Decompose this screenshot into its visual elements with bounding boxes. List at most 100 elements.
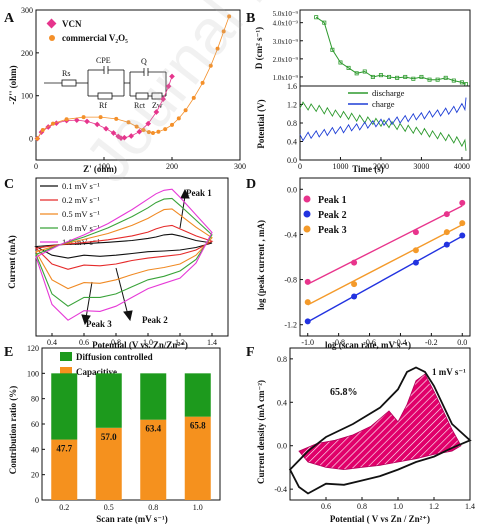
panel-b-top-point [411, 76, 416, 81]
panel-letter-a: A [4, 11, 15, 26]
panel-b-legend-discharge: discharge [372, 88, 405, 98]
panel-b-top-point [370, 74, 375, 79]
panel-c-legend-2: 0.5 mV s⁻¹ [62, 209, 100, 219]
panel-f-xtick-label-3: 1.2 [429, 502, 439, 511]
panel-f-annotation-rate: 1 mV s⁻¹ [432, 367, 466, 377]
panel-b-bottom-ytick-label-2: 0.8 [287, 119, 297, 128]
panel-e-xlabel: Scan rate (mV s⁻¹) [96, 514, 168, 524]
panel-b-legend-charge: charge [372, 99, 395, 109]
panel-c-xtick-label-1: 0.6 [79, 338, 89, 347]
panel-d-point-2 [412, 247, 419, 254]
circuit-label-rs: Rs [62, 69, 70, 78]
panel-d-point-1 [443, 241, 450, 248]
panel-e-bar-capacitive-3 [184, 416, 211, 500]
panel-b-xtick-label-3: 3000 [413, 162, 429, 171]
panel-d-point-0 [304, 278, 311, 285]
panel-a-point-v2o5 [134, 124, 139, 129]
panel-e-bar-value-2: 63.4 [145, 424, 161, 434]
panel-a: Z' (ohm) -Z'' (ohm) VCN commercial V₂O₅ [8, 18, 167, 174]
panel-c-annotation-peak1: Peak 1 [186, 188, 212, 198]
panel-d-point-2 [351, 281, 358, 288]
panel-e-bar-capacitive-1 [95, 427, 122, 500]
panel-e-ytick-label-3: 60 [31, 420, 39, 429]
panel-b-top-point [419, 74, 424, 79]
panel-b-top-point [354, 71, 359, 76]
panel-a-ylabel: -Z'' (ohm) [8, 65, 18, 104]
panel-d-ylabel: log (peak current , mA) [256, 220, 266, 310]
panel-b-ylabel-top: D (cm² s⁻¹) [254, 27, 264, 69]
panel-f-ytick-label-2: 0.4 [277, 398, 287, 407]
circuit-label-rf: Rf [99, 101, 107, 110]
panel-e-ytick-label-2: 40 [31, 445, 39, 454]
panel-b-bottom-line-1 [299, 97, 467, 142]
panel-c-arrow-peak3 [85, 281, 93, 319]
panel-d-point-2 [443, 229, 450, 236]
panel-a-point-v2o5 [176, 116, 181, 121]
panel-e-bar-diffusion-3 [184, 373, 211, 417]
panel-a-point-vcn [128, 133, 135, 139]
panel-d-fit-line-0 [307, 205, 463, 285]
panel-d-xtick-label-2: -0.6 [363, 338, 376, 347]
panel-b-top-point [403, 74, 408, 79]
circuit-label-q: Q [141, 57, 147, 66]
panel-b-top-point [443, 75, 448, 80]
panel-d-point-0 [459, 199, 466, 206]
panel-d-xtick-label-4: -0.2 [425, 338, 438, 347]
panel-a-point-vcn [160, 96, 166, 102]
panel-c-legend-1: 0.2 mV s⁻¹ [62, 195, 100, 205]
panel-c-arrowhead-peak2 [123, 310, 133, 322]
panel-a-ytick-label-3: 300 [21, 6, 33, 15]
panel-a-point-vcn [169, 73, 175, 80]
panel-c-legend-0: 0.1 mV s⁻¹ [62, 181, 100, 191]
panel-c-cv-curve-0 [34, 233, 213, 259]
panel-b-ylabel-bottom: Potential (V) [256, 99, 266, 148]
panel-b-bottom-ytick-label-4: 1.6 [287, 82, 297, 91]
panel-d-xtick-label-1: -0.8 [332, 338, 345, 347]
panel-b-bottom-ytick-label-0: 0.0 [287, 156, 297, 165]
panel-d-legend-3: Peak 3 [318, 225, 347, 236]
panel-c-legend-4: 1.0 mV s⁻¹ [62, 237, 100, 247]
panel-a-point-vcn [118, 135, 124, 141]
panel-e-xtick-label-0: 0.2 [59, 503, 69, 512]
panel-a-ytick-label-2: 200 [21, 49, 33, 58]
panel-e-xtick-label-2: 0.8 [148, 503, 158, 512]
panel-f-ytick-label-0: -0.4 [274, 485, 287, 494]
panel-c-cv-curve-4 [35, 188, 213, 321]
panel-letter-c: C [4, 177, 14, 192]
panel-b-top-point [427, 77, 432, 82]
panel-a-point-vcn [145, 120, 152, 127]
panel-e-bar-capacitive-2 [140, 419, 167, 500]
panel-b-bottom-ytick-label-1: 0.4 [287, 138, 297, 147]
panel-a-point-v2o5 [81, 115, 86, 120]
panel-d-point-1 [351, 293, 358, 300]
panel-d-point-0 [412, 229, 419, 236]
panel-f-ytick-label-3: 0.8 [277, 355, 287, 364]
panel-b-top-point [435, 77, 440, 82]
panel-d-xtick-label-5: 0.0 [457, 338, 467, 347]
panel-b-xtick-label-1: 1000 [332, 162, 348, 171]
panel-d-ytick-label-0: -1.2 [284, 321, 297, 330]
equivalent-circuit [44, 66, 167, 100]
panel-a-point-v2o5 [146, 130, 151, 135]
panel-e-ylabel: Contribution ratio (%) [8, 386, 18, 475]
panel-a-point-v2o5 [156, 129, 161, 134]
panel-d-fit-line-1 [307, 235, 463, 323]
panel-e-bar-capacitive-0 [51, 439, 78, 500]
panel-a-xlabel: Z' (ohm) [83, 164, 117, 174]
panel-a-legend-marker-v2o5 [49, 35, 55, 41]
panel-a-point-v2o5 [40, 128, 45, 132]
panel-f-xtick-label-0: 0.6 [321, 502, 331, 511]
panel-a-point-v2o5 [64, 117, 69, 122]
panel-d-legend-marker-3 [303, 225, 311, 233]
panel-b-top-point [378, 73, 383, 78]
panel-a-xtick-label-0: 0 [34, 162, 38, 171]
panel-a-point-vcn [94, 121, 101, 128]
panel-f-frame [289, 347, 471, 501]
panel-b-top-point [338, 60, 343, 65]
panel-c-cv-curve-1 [34, 224, 214, 270]
panel-b-top-ytick-label-top: 5.0x10⁻⁹ [273, 10, 299, 18]
panel-b-xtick-label-0: 0 [298, 162, 302, 171]
panel-a-point-v2o5 [170, 122, 174, 127]
panel-c-legend-3: 0.8 mV s⁻¹ [62, 223, 100, 233]
